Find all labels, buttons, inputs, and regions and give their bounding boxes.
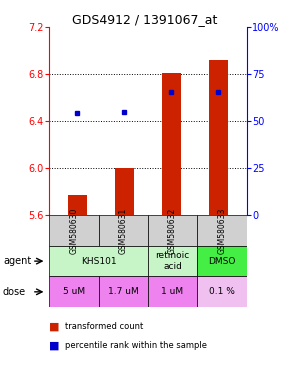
Bar [197, 215, 246, 246]
Bar [115, 168, 134, 215]
Bar [148, 276, 197, 307]
Bar [148, 215, 197, 246]
Text: dose: dose [3, 287, 26, 297]
Bar [49, 276, 99, 307]
Text: 1.7 uM: 1.7 uM [108, 287, 139, 296]
Text: 1 uM: 1 uM [162, 287, 184, 296]
Bar [209, 60, 228, 215]
Bar [49, 246, 148, 276]
Bar [162, 73, 181, 215]
Text: transformed count: transformed count [65, 322, 144, 331]
Text: GDS4912 / 1391067_at: GDS4912 / 1391067_at [72, 13, 218, 26]
Text: GSM580633: GSM580633 [217, 207, 226, 253]
Text: percentile rank within the sample: percentile rank within the sample [65, 341, 207, 350]
Bar [99, 276, 148, 307]
Text: 0.1 %: 0.1 % [209, 287, 235, 296]
Text: DMSO: DMSO [208, 257, 235, 266]
Text: retinoic
acid: retinoic acid [155, 252, 190, 271]
Text: KHS101: KHS101 [81, 257, 116, 266]
Text: GSM580632: GSM580632 [168, 207, 177, 253]
Text: GSM580630: GSM580630 [69, 207, 79, 253]
Bar [148, 246, 197, 276]
Text: agent: agent [3, 256, 31, 266]
Bar [197, 246, 246, 276]
Text: ■: ■ [49, 321, 60, 331]
Bar [197, 276, 246, 307]
Bar [49, 215, 99, 246]
Text: GSM580631: GSM580631 [119, 207, 128, 253]
Bar [99, 215, 148, 246]
Text: ■: ■ [49, 341, 60, 351]
Text: 5 uM: 5 uM [63, 287, 85, 296]
Bar [68, 195, 87, 215]
